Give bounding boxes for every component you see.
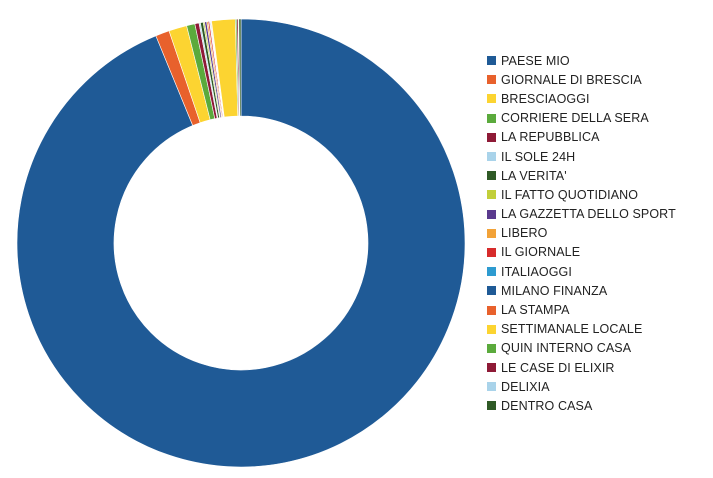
legend-item: SETTIMANALE LOCALE [487,320,676,339]
legend-label: LA REPUBBLICA [501,130,600,145]
legend-swatch [487,152,496,162]
legend-swatch [487,228,496,238]
legend-swatch [487,132,496,142]
legend-swatch [487,363,496,373]
legend-label: BRESCIAOGGI [501,91,590,106]
legend-item: GIORNALE DI BRESCIA [487,70,676,89]
legend-item: ITALIAOGGI [487,262,676,281]
legend-swatch [487,247,496,257]
legend-label: ITALIAOGGI [501,264,572,279]
legend-item: LA REPUBBLICA [487,128,676,147]
legend-swatch [487,75,496,85]
legend-label: DENTRO CASA [501,398,593,413]
legend-swatch [487,305,496,315]
legend-label: IL GIORNALE [501,245,581,260]
legend-item: LA GAZZETTA DELLO SPORT [487,205,676,224]
legend-item: BRESCIAOGGI [487,89,676,108]
legend-swatch [487,56,496,66]
chart-legend: PAESE MIO GIORNALE DI BRESCIA BRESCIAOGGI C… [487,51,676,416]
legend-item: QUIN INTERNO CASA [487,339,676,358]
donut-slice-19 [238,18,242,117]
legend-item: CORRIERE DELLA SERA [487,109,676,128]
donut-slice-1 [16,18,466,468]
legend-swatch [487,401,496,411]
legend-item: LIBERO [487,224,676,243]
legend-item: IL FATTO QUOTIDIANO [487,185,676,204]
legend-swatch [487,343,496,353]
legend-item: IL GIORNALE [487,243,676,262]
legend-label: CORRIERE DELLA SERA [501,111,649,126]
legend-swatch [487,190,496,200]
legend-item: DELIXIA [487,377,676,396]
legend-item: PAESE MIO [487,51,676,70]
legend-label: PAESE MIO [501,53,570,68]
legend-label: LE CASE DI ELIXIR [501,360,615,375]
legend-item: DENTRO CASA [487,396,676,415]
legend-item: LA STAMPA [487,300,676,319]
legend-swatch [487,267,496,277]
legend-label: SETTIMANALE LOCALE [501,322,643,337]
legend-label: LA VERITA' [501,168,567,183]
legend-label: LA GAZZETTA DELLO SPORT [501,207,676,222]
legend-swatch [487,286,496,296]
legend-label: LA STAMPA [501,303,570,318]
legend-swatch [487,209,496,219]
legend-label: IL SOLE 24H [501,149,576,164]
legend-label: GIORNALE DI BRESCIA [501,72,642,87]
legend-item: LA VERITA' [487,166,676,185]
legend-label: LIBERO [501,226,548,241]
legend-item: IL SOLE 24H [487,147,676,166]
legend-item: LE CASE DI ELIXIR [487,358,676,377]
legend-item: MILANO FINANZA [487,281,676,300]
legend-label: IL FATTO QUOTIDIANO [501,187,639,202]
legend-swatch [487,382,496,392]
legend-label: MILANO FINANZA [501,283,608,298]
legend-swatch [487,94,496,104]
legend-swatch [487,324,496,334]
legend-swatch [487,171,496,181]
legend-label: QUIN INTERNO CASA [501,341,632,356]
legend-swatch [487,113,496,123]
legend-label: DELIXIA [501,379,550,394]
